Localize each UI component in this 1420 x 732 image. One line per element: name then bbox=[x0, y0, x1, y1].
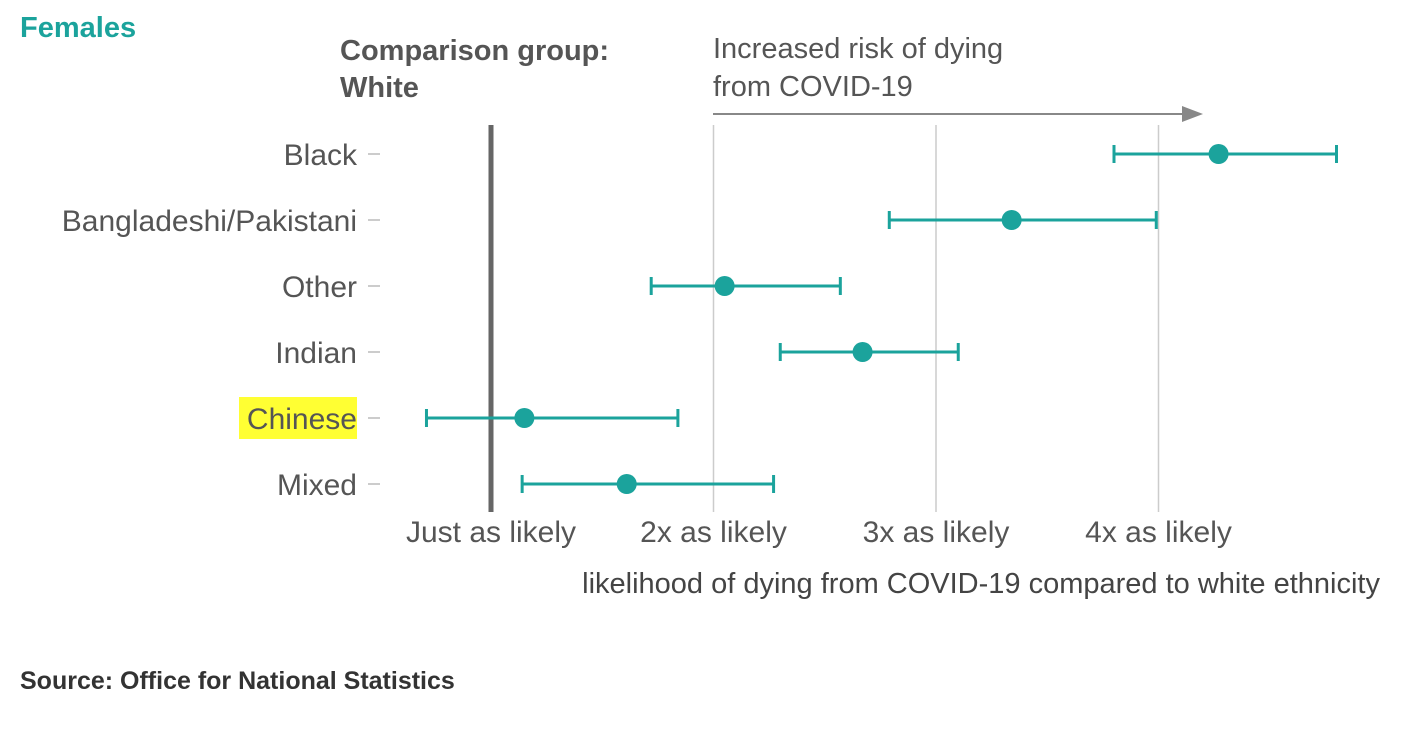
comparison-group-label: Comparison group: bbox=[340, 35, 609, 67]
x-axis-title: likelihood of dying from COVID-19 compar… bbox=[582, 568, 1380, 600]
category-label-mixed: Mixed bbox=[277, 469, 357, 502]
risk-arrow-head bbox=[1182, 106, 1203, 122]
highlight-marker bbox=[239, 397, 357, 439]
point-estimate-bangladeshi-pakistani bbox=[1001, 210, 1022, 230]
category-label-other: Other bbox=[282, 271, 357, 304]
category-label-chinese: Chinese bbox=[247, 403, 357, 436]
x-tick-label: Just as likely bbox=[406, 516, 576, 549]
category-label-bangladeshi-pakistani: Bangladeshi/Pakistani bbox=[62, 205, 357, 238]
category-labels: Black Bangladeshi/Pakistani Other Indian Chi… bbox=[62, 139, 380, 502]
data-marks bbox=[424, 144, 1338, 494]
risk-annotation-line1: Increased risk of dying bbox=[713, 33, 1003, 65]
point-estimate-mixed bbox=[616, 474, 637, 494]
grid-lines bbox=[712, 125, 1160, 512]
point-estimate-chinese bbox=[514, 408, 535, 428]
risk-annotation-line2: from COVID-19 bbox=[713, 71, 913, 103]
category-label-black: Black bbox=[284, 139, 358, 172]
point-estimate-black bbox=[1208, 144, 1229, 164]
point-estimate-indian bbox=[852, 342, 873, 362]
source-note: Source: Office for National Statistics bbox=[20, 667, 455, 695]
point-estimate-other bbox=[714, 276, 735, 296]
x-tick-label: 2x as likely bbox=[640, 516, 787, 549]
comparison-group-value: White bbox=[340, 72, 419, 104]
x-tick-label: 3x as likely bbox=[863, 516, 1010, 549]
category-label-indian: Indian bbox=[275, 337, 357, 370]
x-axis-ticks: Just as likely 2x as likely 3x as likely 4x… bbox=[406, 516, 1232, 549]
chart-title: Females bbox=[20, 12, 136, 44]
x-tick-label: 4x as likely bbox=[1085, 516, 1232, 549]
